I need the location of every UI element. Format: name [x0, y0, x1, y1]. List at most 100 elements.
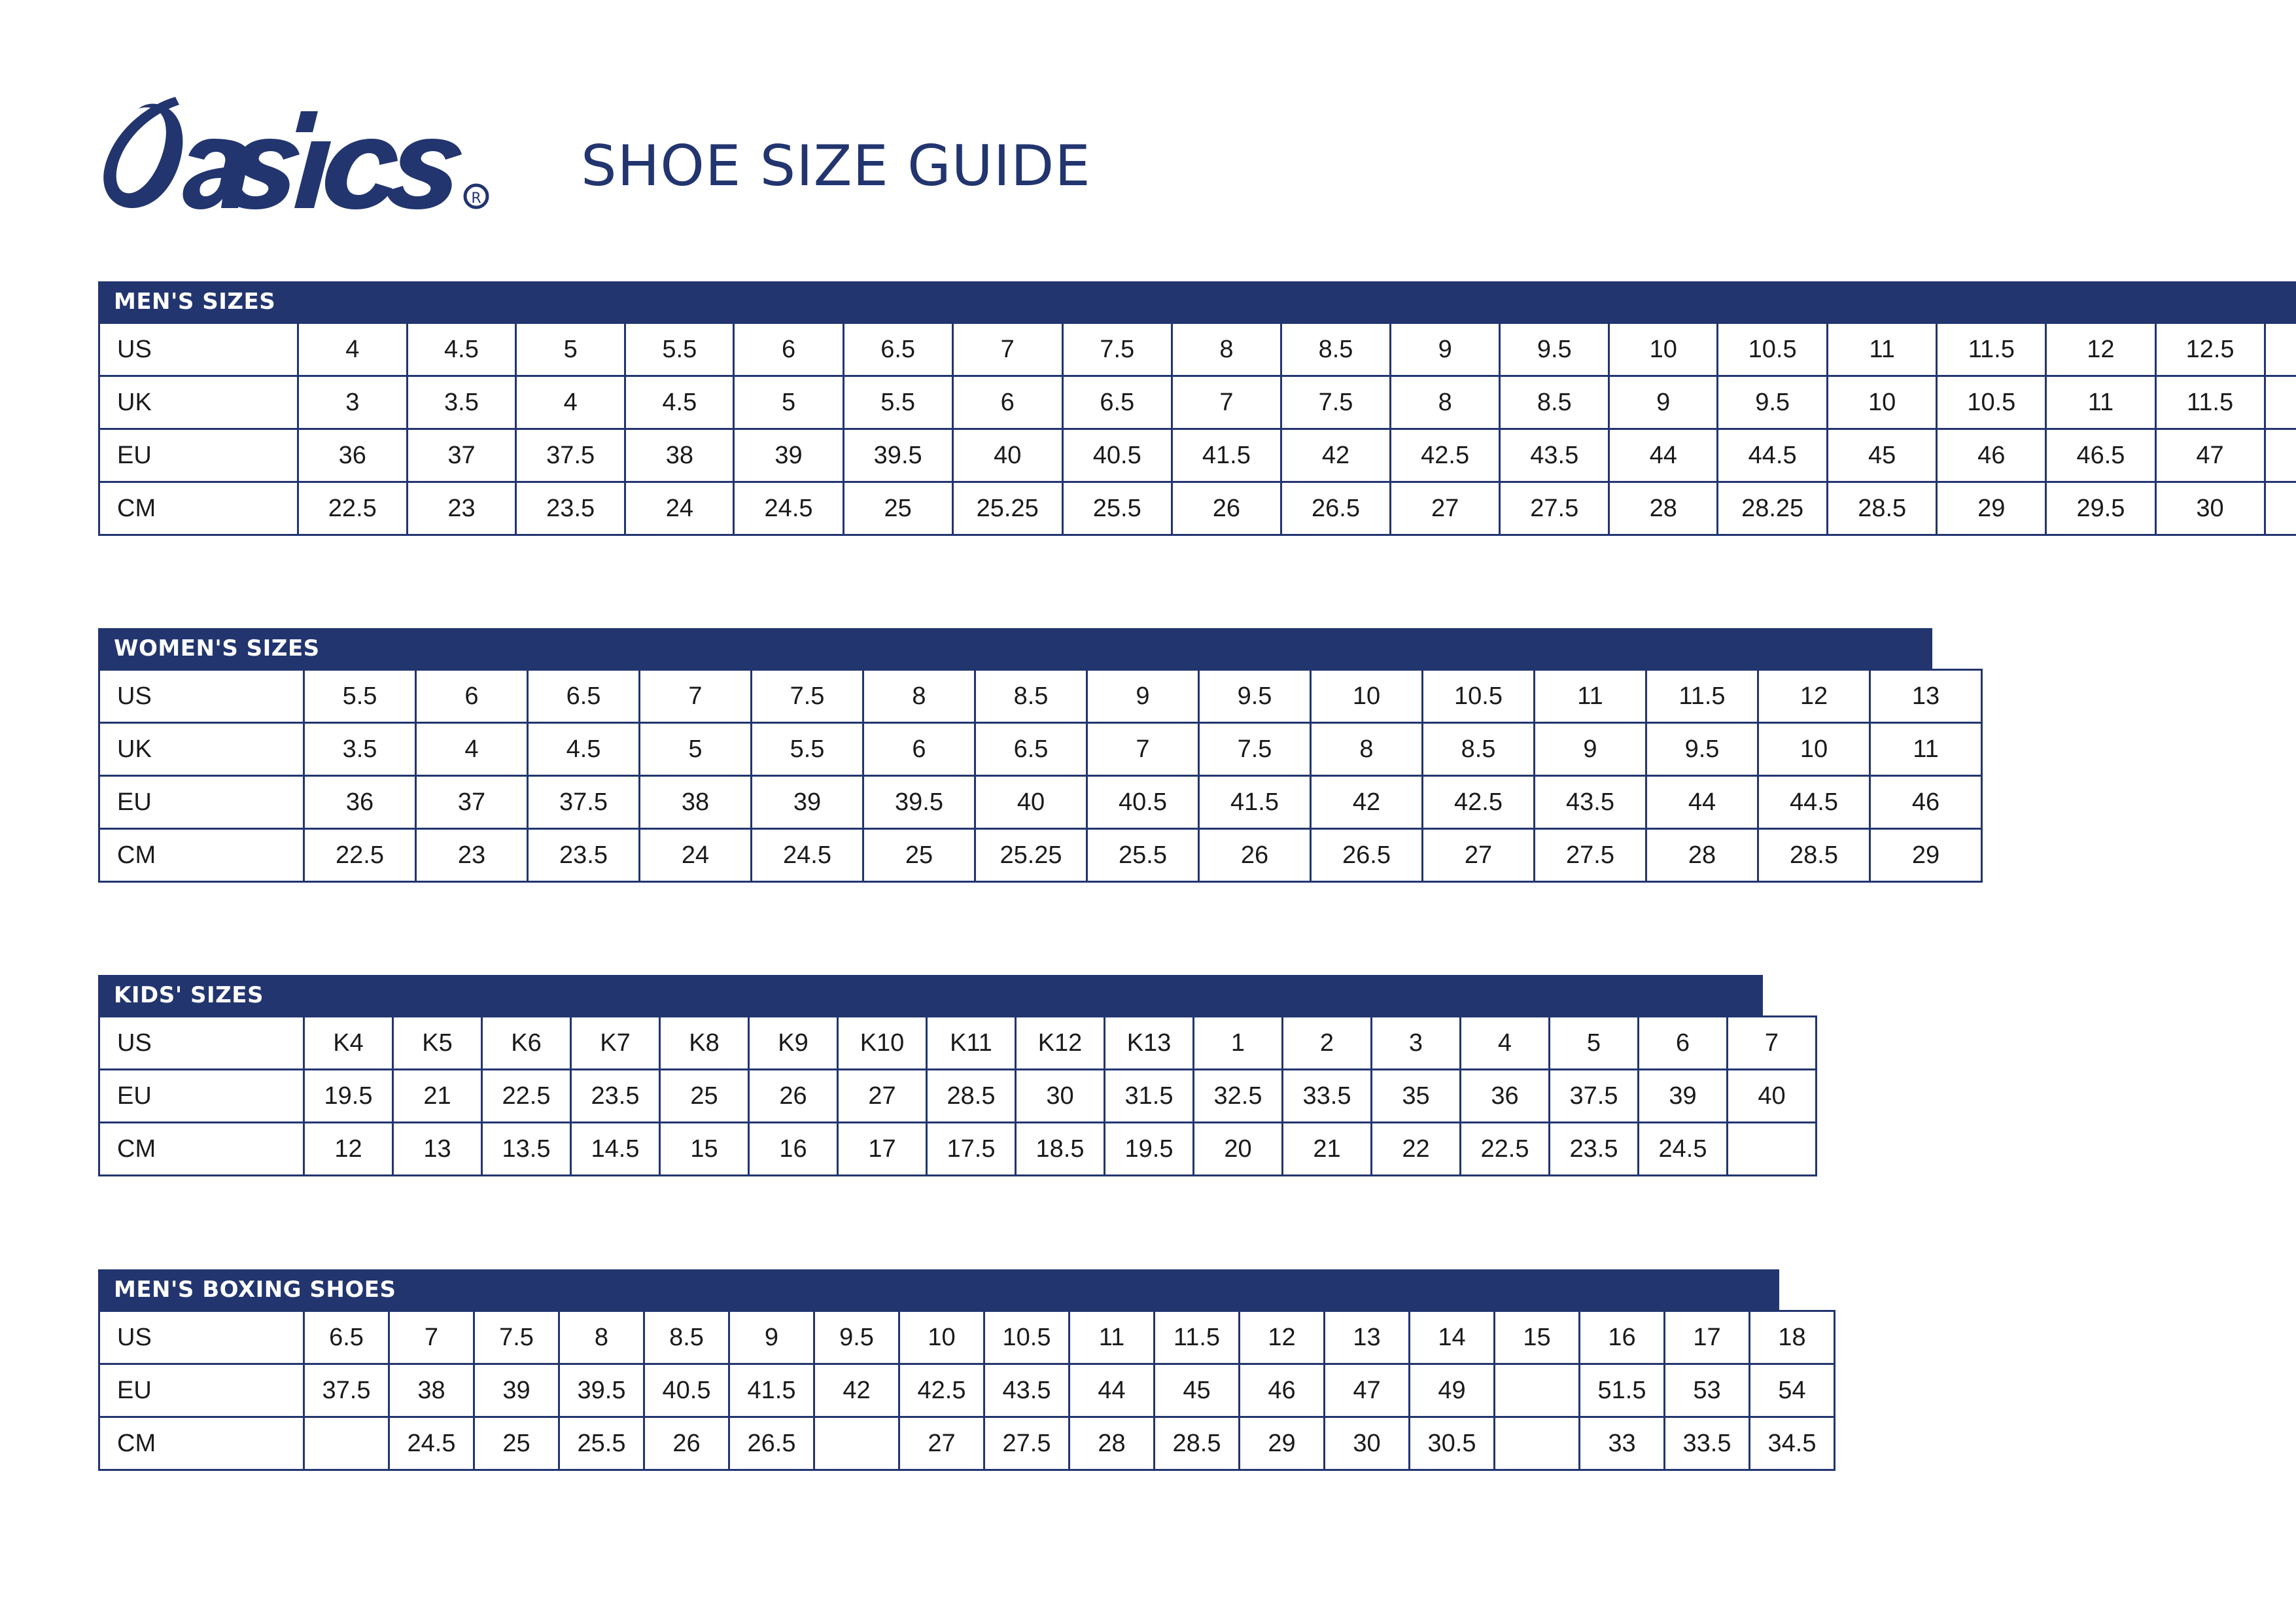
size-cell: 8.5	[1279, 322, 1392, 377]
size-cell: 11.5	[1645, 669, 1759, 724]
size-cell: 22.5	[1459, 1121, 1550, 1176]
size-cell: K9	[748, 1015, 839, 1070]
size-cell: 7	[1726, 1015, 1817, 1070]
womens-sizes-table: US 5.5 6 6.5 7 7.5 8 8.5 9 9.5 10 10.5 11 11.5 12 13 UK 3…	[98, 669, 1983, 883]
size-cell: 11.5	[1936, 322, 2047, 377]
size-cell: 3.5	[303, 722, 417, 777]
size-cell	[813, 1416, 900, 1471]
size-cell: 39.5	[842, 428, 954, 483]
mens-sizes-block: MEN'S SIZES US 4 4.5 5 5.5 6 6.5 7 7.5 8 8.5 9 9.5 10…	[98, 281, 2296, 536]
size-cell: 30.5	[1408, 1416, 1495, 1471]
size-cell: 24.5	[388, 1416, 475, 1471]
size-cell: 12	[2263, 375, 2296, 430]
size-cell: 9.5	[1499, 322, 1610, 377]
size-cell: 44.5	[1716, 428, 1829, 483]
size-cell: 40	[974, 775, 1088, 830]
size-cell: 10.5	[1421, 669, 1535, 724]
size-cell: 37	[415, 775, 529, 830]
size-cell: 44.5	[1757, 775, 1871, 830]
size-cell: 14	[1408, 1310, 1495, 1365]
size-cell: 13	[1869, 669, 1983, 724]
size-cell: 47	[1323, 1363, 1410, 1418]
size-cell: 22	[1370, 1121, 1461, 1176]
size-cell: 8	[862, 669, 976, 724]
size-cell: K7	[570, 1015, 661, 1070]
size-cell	[1726, 1121, 1817, 1176]
size-cell: 26	[643, 1416, 730, 1471]
table-row: UK 3.5 4 4.5 5 5.5 6 6.5 7 7.5 8 8.5 9 9.5 10 11	[98, 722, 1983, 777]
size-cell: 35	[1370, 1068, 1461, 1123]
size-cell: 26.5	[1279, 481, 1392, 536]
size-cell: 7	[638, 669, 752, 724]
size-cell: 22.5	[481, 1068, 572, 1123]
size-cell: 36	[1459, 1068, 1550, 1123]
size-cell: 27	[837, 1068, 928, 1123]
size-cell: 39	[473, 1363, 560, 1418]
size-cell: 7	[388, 1310, 475, 1365]
size-cell: 13	[392, 1121, 483, 1176]
size-cell: 25	[862, 828, 976, 883]
size-cell: 40.5	[643, 1363, 730, 1418]
size-cell: 28.5	[1153, 1416, 1240, 1471]
size-cell: 30.5	[2263, 481, 2296, 536]
size-cell: 5	[733, 375, 844, 430]
size-cell: 41.5	[1170, 428, 1282, 483]
mens-boxing-shoes-title: MEN'S BOXING SHOES	[98, 1269, 1779, 1310]
size-cell: 18.5	[1015, 1121, 1105, 1176]
size-cell: 33	[1578, 1416, 1665, 1471]
size-cell: 44	[1645, 775, 1759, 830]
size-cell: 17	[1663, 1310, 1750, 1365]
size-cell: 30	[2154, 481, 2266, 536]
size-cell: 45	[1153, 1363, 1240, 1418]
size-cell: K13	[1104, 1015, 1194, 1070]
size-cell: 9.5	[813, 1310, 900, 1365]
size-cell: 8	[1389, 375, 1501, 430]
size-cell: 11.5	[2154, 375, 2266, 430]
size-cell: 6	[951, 375, 1064, 430]
size-cell: 6.5	[974, 722, 1088, 777]
size-cell: 21	[1281, 1121, 1372, 1176]
size-cell: 12	[2045, 322, 2157, 377]
size-cell: 37.5	[303, 1363, 390, 1418]
size-cell: 36	[296, 428, 408, 483]
table-row: EU 36 37 37.5 38 39 39.5 40 40.5 41.5 42 42.5 43.5 44…	[98, 428, 2296, 483]
size-cell: 28	[1645, 828, 1759, 883]
size-cell: 5.5	[303, 669, 417, 724]
size-cell: 29	[1869, 828, 1983, 883]
table-row: EU 37.5 38 39 39.5 40.5 41.5 42 42.5 43.5 44 45 46 47…	[98, 1363, 1835, 1418]
size-cell: 32.5	[1192, 1068, 1283, 1123]
size-cell: 53	[1663, 1363, 1750, 1418]
size-cell: 44	[1068, 1363, 1155, 1418]
size-cell: 28.5	[1757, 828, 1871, 883]
size-cell: 46	[1936, 428, 2047, 483]
size-cell: 42	[1279, 428, 1392, 483]
row-label-eu: EU	[98, 1363, 305, 1418]
kids-sizes-title: KIDS' SIZES	[98, 975, 1763, 1015]
size-cell: 18	[1748, 1310, 1835, 1365]
size-cell: 37.5	[527, 775, 640, 830]
row-label-us: US	[98, 322, 299, 377]
size-cell: 4.5	[527, 722, 640, 777]
size-cell: 9.5	[1716, 375, 1829, 430]
size-cell: 42.5	[1421, 775, 1535, 830]
size-cell: 26.5	[728, 1416, 815, 1471]
size-cell: 13.5	[481, 1121, 572, 1176]
size-cell: 5	[1548, 1015, 1639, 1070]
size-cell	[1493, 1416, 1580, 1471]
size-cell: 36	[303, 775, 417, 830]
womens-sizes-block: WOMEN'S SIZES US 5.5 6 6.5 7 7.5 8 8.5 9 9.5 10 10.…	[98, 628, 1983, 883]
size-cell: 10	[1310, 669, 1423, 724]
size-cell: 40.5	[1061, 428, 1173, 483]
size-cell: 7.5	[1198, 722, 1312, 777]
size-cell: 38	[638, 775, 752, 830]
size-cell: 7	[951, 322, 1064, 377]
size-cell: 26	[1198, 828, 1312, 883]
size-cell: 19.5	[1104, 1121, 1194, 1176]
row-label-uk: UK	[98, 375, 299, 430]
size-cell: 9	[1608, 375, 1719, 430]
size-cell: 2	[1281, 1015, 1372, 1070]
row-label-cm: CM	[98, 1121, 305, 1176]
size-cell: 54	[1748, 1363, 1835, 1418]
row-label-cm: CM	[98, 828, 305, 883]
size-cell: 21	[392, 1068, 483, 1123]
